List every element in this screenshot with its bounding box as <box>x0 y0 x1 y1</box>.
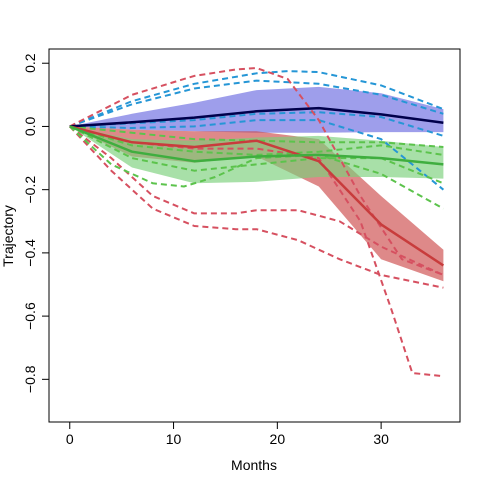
series-1-individual-line-2 <box>69 79 444 128</box>
x-tick-label-3: 20 <box>270 431 286 447</box>
series-2-mean-line <box>69 125 445 267</box>
series-2-individual-line-1 <box>69 67 444 276</box>
x-axis: 0 10 20 30 <box>66 421 389 447</box>
y-axis: 0.2 0.0 −0.2 −0.4 −0.6 −0.8 <box>22 53 50 393</box>
x-tick-label-1: 0 <box>66 431 74 447</box>
series-1-mean-line <box>69 106 444 128</box>
y-tick-label-3: −0.2 <box>22 176 38 204</box>
series-2-individual-line-3 <box>69 125 444 289</box>
y-tick-label-1: 0.2 <box>22 53 38 73</box>
x-tick-label-2: 10 <box>166 431 182 447</box>
series-1-individual-line-4 <box>69 119 445 191</box>
y-tick-label-5: −0.6 <box>22 302 38 330</box>
x-tick-label-4: 30 <box>373 431 389 447</box>
series-2-individual-line-2 <box>69 125 444 276</box>
series-3-mean-line <box>69 125 444 166</box>
series-3-individual-line-4 <box>69 125 444 210</box>
y-tick-label-2: 0.0 <box>22 116 38 136</box>
mean-trajectories <box>69 106 445 267</box>
y-tick-label-4: −0.4 <box>22 239 38 267</box>
series-1-individual-line-1 <box>69 70 444 128</box>
y-axis-title: Trajectory <box>0 205 16 267</box>
series-3-individual-line-2 <box>69 125 444 156</box>
series-3-individual-line-1 <box>69 125 444 148</box>
y-tick-label-6: −0.8 <box>22 365 38 393</box>
series-1-band <box>69 86 444 133</box>
x-axis-title: Months <box>231 457 277 473</box>
